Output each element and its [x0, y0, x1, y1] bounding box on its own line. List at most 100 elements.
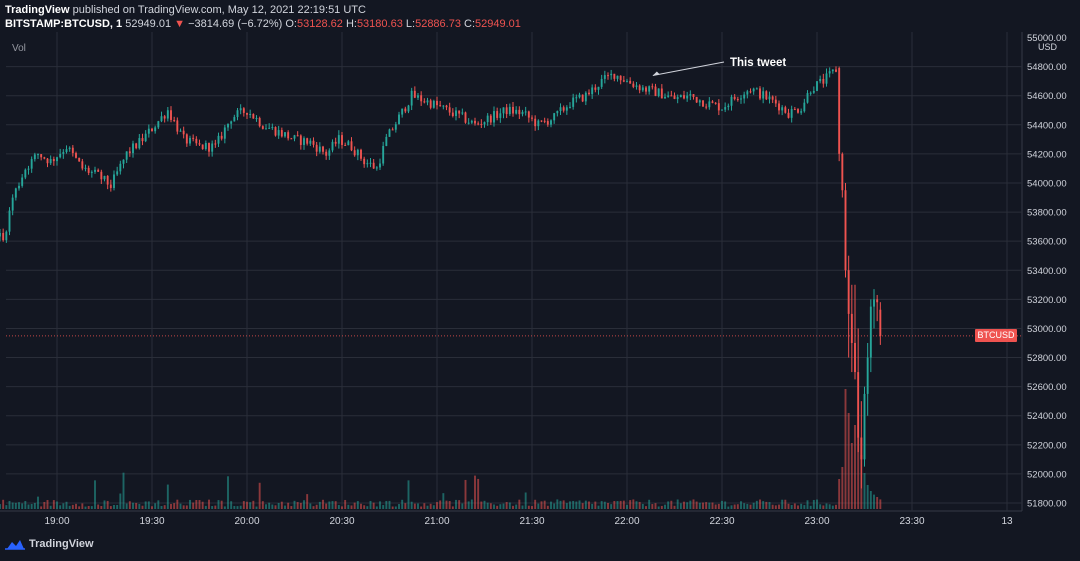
candle-body — [683, 95, 685, 99]
candle-body — [800, 111, 803, 113]
candle-body — [676, 97, 679, 99]
candle-body — [483, 122, 486, 125]
candle-body — [863, 393, 866, 460]
volume-bar — [629, 500, 632, 509]
candle-body — [474, 120, 476, 124]
candle-body — [835, 69, 837, 72]
volume-bar — [413, 503, 416, 509]
candle-body — [546, 121, 549, 125]
candle-body — [8, 210, 11, 232]
price-chart[interactable]: 55000.00 54800.00 54600.00 54400.00 54200.00… — [0, 0, 1080, 530]
high-value: 53180.63 — [356, 18, 403, 30]
volume-bar — [242, 501, 245, 509]
footer-logo[interactable]: TradingView — [5, 538, 94, 550]
volume-bar — [372, 502, 375, 509]
candle-body — [838, 68, 841, 154]
candle-body — [68, 147, 71, 150]
volume-bar — [204, 505, 207, 509]
candle-body — [730, 96, 733, 106]
time-tick-label: 13 — [1001, 516, 1013, 527]
candle-body — [132, 143, 134, 154]
volume-bar — [645, 506, 647, 509]
volume-bar — [553, 503, 556, 509]
annotation-arrow — [652, 61, 725, 76]
price-tick-label: 53400.00 — [1027, 266, 1067, 277]
volume-bar — [825, 503, 828, 509]
volume-bar — [705, 502, 708, 509]
candle-body — [182, 130, 185, 135]
volume-bar — [607, 502, 609, 509]
published-line: TradingView published on TradingView.com… — [5, 3, 366, 17]
candle-body — [87, 167, 90, 173]
candle-body — [372, 162, 375, 169]
candle-body — [648, 86, 651, 92]
volume-bar — [401, 499, 404, 509]
volume-bar — [670, 500, 673, 509]
candle-body — [806, 93, 809, 103]
candle-body — [784, 107, 787, 113]
volume-bar — [233, 505, 236, 509]
candle-body — [185, 134, 188, 144]
volume-bar — [350, 505, 353, 509]
volume-bar — [559, 500, 562, 509]
candle-body — [629, 80, 632, 84]
candle-body — [388, 129, 391, 137]
candle-body — [189, 137, 191, 144]
candle-body — [860, 437, 863, 460]
candle-body — [14, 188, 17, 198]
volume-bar — [778, 504, 780, 509]
candle-body — [11, 197, 14, 211]
candle-body — [540, 120, 543, 122]
price-tick-label: 54400.00 — [1027, 120, 1067, 131]
candle-body — [581, 94, 584, 102]
candle-body — [803, 102, 806, 112]
volume-bar — [195, 500, 198, 509]
candle-body — [844, 190, 847, 271]
time-tick-label: 21:00 — [424, 516, 449, 527]
candle-body — [404, 108, 407, 112]
candle-body — [594, 87, 597, 90]
volume-bar — [600, 501, 603, 509]
volume-label: Vol — [12, 43, 26, 54]
candle-body — [56, 157, 58, 162]
candle-body — [534, 118, 537, 127]
volume-bar — [515, 504, 518, 509]
candle-body — [816, 81, 818, 91]
volume-bar — [30, 503, 33, 509]
candle-body — [711, 101, 714, 103]
candle-body — [135, 143, 138, 149]
candle-body — [841, 153, 844, 191]
candle-body — [787, 112, 790, 118]
candle-body — [0, 232, 1, 237]
low-label: L: — [405, 18, 416, 30]
candle-body — [790, 109, 793, 118]
candle-body — [432, 100, 435, 108]
candle-body — [363, 158, 366, 165]
volume-bar — [651, 504, 654, 509]
candle-body — [296, 135, 299, 137]
volume-bar — [686, 502, 689, 509]
time-tick-label: 21:30 — [519, 516, 544, 527]
volume-bar — [619, 500, 622, 509]
price-tick-label: 53600.00 — [1027, 237, 1067, 248]
volume-bar — [632, 499, 635, 509]
volume-bar — [714, 504, 717, 509]
volume-bar — [315, 504, 318, 509]
volume-bar — [59, 505, 62, 509]
candle-body — [847, 270, 850, 314]
volume-bar — [217, 500, 220, 509]
volume-bar — [730, 505, 733, 509]
candle-body — [698, 100, 701, 103]
candle-body — [607, 75, 609, 77]
volume-bar — [103, 500, 106, 509]
volume-bar — [220, 500, 223, 509]
candle-body — [109, 184, 112, 188]
price-tick-label: 53800.00 — [1027, 208, 1067, 219]
candle-body — [673, 95, 676, 99]
volume-bar — [667, 501, 670, 509]
volume-bar — [733, 504, 736, 509]
volume-bar — [752, 502, 755, 509]
candle-body — [113, 174, 115, 188]
volume-bar — [762, 501, 765, 509]
price-axis: 55000.00 54800.00 54600.00 54400.00 54200.00… — [1027, 33, 1067, 510]
